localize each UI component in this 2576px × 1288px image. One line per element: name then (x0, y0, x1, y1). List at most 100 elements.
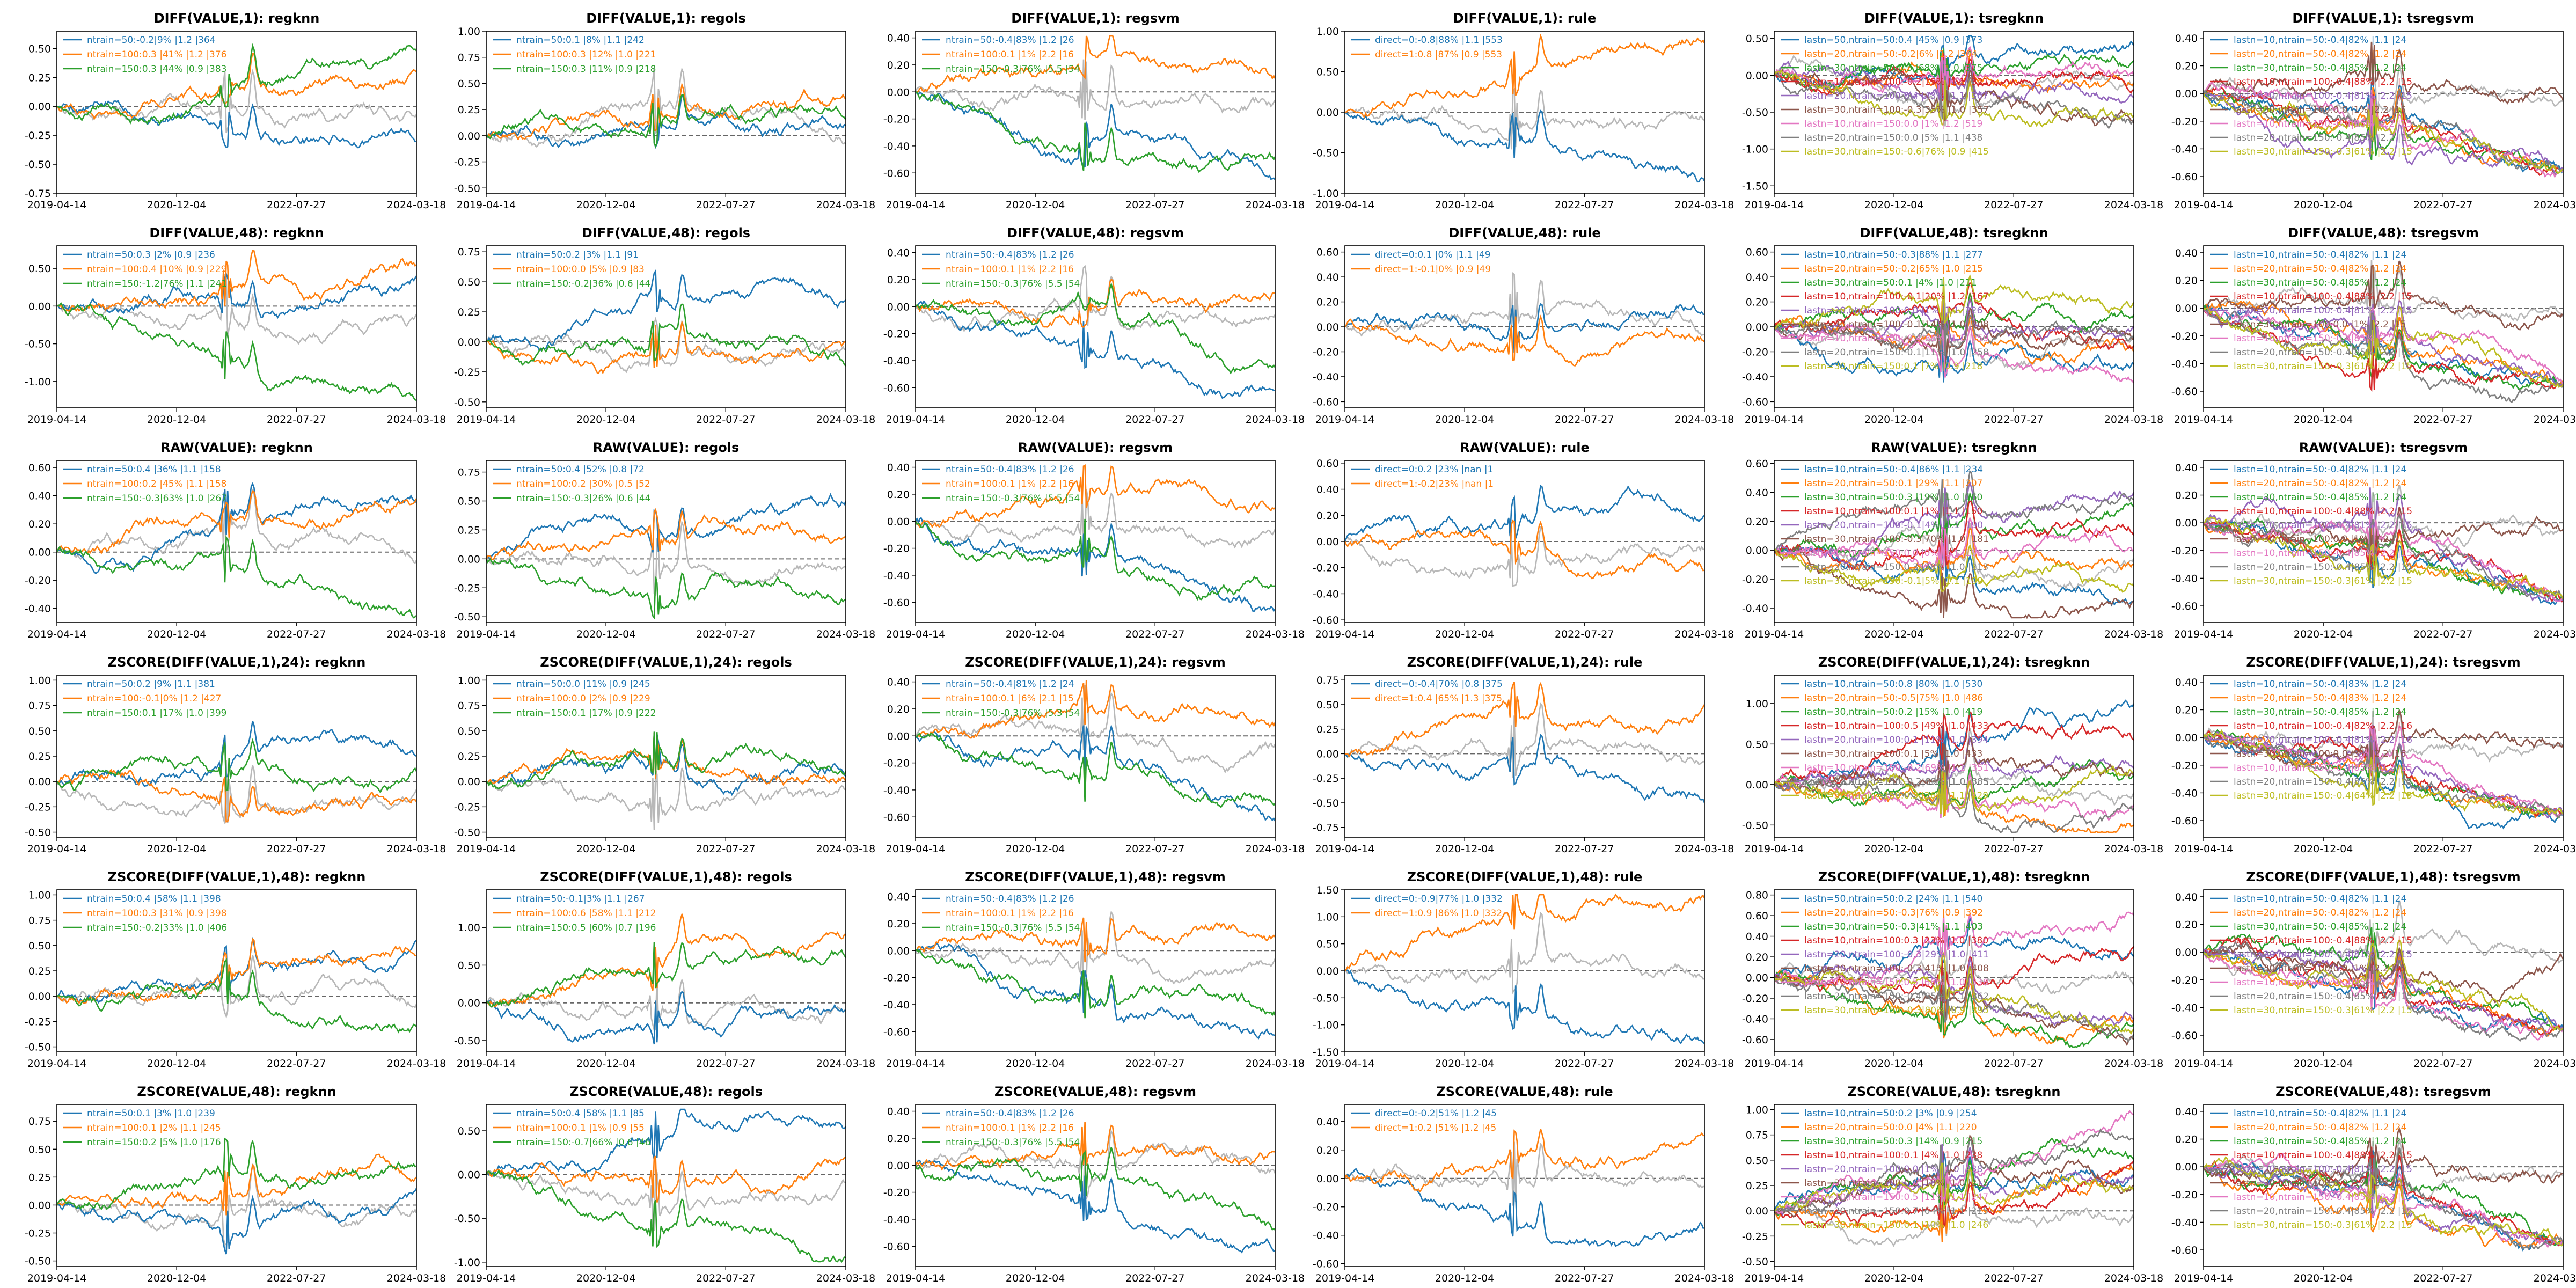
chart-panel: ZSCORE(DIFF(VALUE,1),24): rule -0.75 -0.50… (1288, 644, 1734, 859)
chart-panel: ZSCORE(DIFF(VALUE,1),48): regknn -0.50 -0.… (0, 859, 446, 1073)
series-line (57, 721, 416, 787)
x-tick-label: 2024-03-18 (2104, 628, 2163, 640)
y-tick-label: 0.00 (458, 336, 480, 348)
y-tick-label: -0.40 (883, 570, 910, 582)
legend-label: lastn=30,ntrain=150:-0.3|61% |2.2 |15 (2234, 1220, 2412, 1231)
legend: lastn=10,ntrain=50:-0.4|82% |1.1 |24 last… (2210, 1108, 2412, 1231)
series-line (2204, 87, 2563, 177)
y-tick-label: 0.00 (1316, 748, 1339, 760)
chart-title: DIFF(VALUE,1): rule (1453, 11, 1597, 26)
y-tick-label: -0.60 (1313, 396, 1339, 408)
series-line (1774, 53, 2134, 101)
legend-label: lastn=10,ntrain=150:-0.4|85% |2.2 |15 (2234, 548, 2412, 559)
series-line (2204, 1146, 2563, 1247)
chart-svg: ZSCORE(DIFF(VALUE,1),24): rule -0.75 -0.50… (1313, 655, 1734, 855)
baseline-line (916, 1129, 1275, 1199)
x-tick-label: 2019-04-14 (886, 628, 945, 640)
y-tick-label: -1.00 (1313, 1020, 1339, 1031)
legend-label: lastn=20,ntrain=150:-0.4|85% |2.2 |15 (2234, 347, 2412, 358)
x-tick-label: 2019-04-14 (2174, 843, 2233, 855)
y-tick-label: -0.40 (25, 603, 51, 615)
legend-label: lastn=20,ntrain=100:-0.1|4% |1.1 |190 (1804, 520, 1983, 531)
chart-title: ZSCORE(DIFF(VALUE,1),24): regknn (108, 655, 366, 670)
legend-label: lastn=10,ntrain=100:-0.4|88% |2.2 |15 (2234, 1150, 2412, 1161)
series-line (2204, 41, 2563, 105)
legend: lastn=50,ntrain=50:0.2 |24% |1.1 |540 las… (1781, 894, 1989, 1016)
legend-label: ntrain=100:0.1 |2% |1.1 |245 (87, 1123, 221, 1133)
series-line (1774, 546, 2134, 619)
y-tick-label: 0.25 (28, 751, 51, 763)
axes-frame (2203, 460, 2564, 623)
y-tick-label: 0.20 (1746, 952, 1768, 963)
y-tick-label: -0.40 (2171, 1002, 2198, 1014)
legend-label: lastn=20,ntrain=100:-0.4|81% |2.2 |15 (2234, 520, 2412, 531)
legend-label: lastn=30,ntrain=100:0.1 |5% |1.0 |433 (1804, 749, 1982, 759)
chart-title: RAW(VALUE): tsregknn (1871, 440, 2037, 455)
y-tick-label: 1.00 (458, 675, 480, 686)
legend-label: lastn=30,ntrain=50:-0.3|41% |1.1 |403 (1804, 921, 1983, 932)
axes-frame (1344, 675, 1705, 838)
chart-panel: DIFF(VALUE,48): regsvm -0.60 -0.40 -0.20 0.0… (859, 215, 1305, 429)
series-line (2204, 1148, 2563, 1247)
series-line (916, 732, 1275, 808)
x-tick-label: 2022-07-27 (696, 843, 755, 855)
chart-title: RAW(VALUE): regknn (160, 440, 313, 455)
series-line (1774, 759, 2134, 810)
legend: direct=0:0.2 |23% |nan |1 direct=1:-0.2|2… (1351, 464, 1494, 489)
baseline-line (2204, 484, 2563, 558)
x-tick-label: 2024-03-18 (816, 1272, 875, 1284)
x-tick-label: 2022-07-27 (1125, 843, 1184, 855)
x-tick-label: 2020-12-04 (1864, 1272, 1923, 1284)
chart-title: DIFF(VALUE,1): regols (586, 11, 745, 26)
chart-title: ZSCORE(DIFF(VALUE,1),48): regknn (108, 869, 366, 884)
y-tick-label: 0.00 (1316, 536, 1339, 548)
x-tick-label: 2019-04-14 (1745, 628, 1804, 640)
axes-frame (1774, 460, 2134, 623)
x-tick-label: 2022-07-27 (1984, 1058, 2043, 1070)
series-line (916, 299, 1275, 399)
chart-panel: RAW(VALUE): tsregsvm -0.60 -0.40 -0.20 0.00 0… (2147, 429, 2576, 644)
series-line (2204, 941, 2563, 1004)
series-line (916, 948, 1275, 1019)
y-tick-label: -0.25 (454, 801, 480, 813)
series-line (2204, 300, 2563, 389)
x-tick-label: 2022-07-27 (1555, 199, 1614, 211)
y-tick-label: 0.50 (458, 276, 480, 288)
series-line (2204, 87, 2563, 172)
y-tick-label: -0.50 (454, 1213, 480, 1225)
baseline-line (916, 265, 1275, 333)
x-tick-label: 2020-12-04 (2294, 199, 2353, 211)
chart-svg: ZSCORE(VALUE,48): regsvm -0.60 -0.40 -0.20 0… (883, 1084, 1305, 1284)
legend-label: lastn=10,ntrain=150:0.5 |11% |1.1 |247 (1804, 1192, 1988, 1203)
y-tick-label: -0.20 (25, 575, 51, 587)
baseline-line (916, 910, 1275, 987)
series-line (486, 912, 846, 1008)
chart-title: ZSCORE(DIFF(VALUE,1),48): tsregsvm (2246, 869, 2520, 884)
y-tick-label: -0.20 (1742, 993, 1768, 1005)
series-line (1774, 500, 2134, 572)
legend-label: lastn=20,ntrain=150:-0.4|85% |1.1 |362 (1804, 991, 1989, 1002)
legend-label: ntrain=100:0.3 |31% |0.9 |398 (87, 908, 226, 919)
y-tick-label: -0.50 (1313, 148, 1339, 159)
x-tick-label: 2024-03-18 (2534, 843, 2576, 855)
y-tick-label: 0.25 (28, 1172, 51, 1183)
y-tick-label: -0.20 (2171, 116, 2198, 128)
legend-label: lastn=20,ntrain=100:0.0 |1% |1.0 |238 (1804, 1164, 1982, 1175)
y-tick-label: 0.50 (458, 78, 480, 90)
legend-label: ntrain=100:-0.1|0% |1.2 |427 (87, 693, 221, 704)
x-tick-label: 2020-12-04 (576, 1272, 635, 1284)
chart-title: ZSCORE(VALUE,48): regknn (137, 1084, 336, 1099)
chart-svg: ZSCORE(VALUE,48): tsregsvm -0.60 -0.40 -0.2… (2171, 1084, 2576, 1284)
legend-label: lastn=30,ntrain=150:0.5 |26% |1.1 |429 (1804, 791, 1988, 801)
x-tick-label: 2020-12-04 (1435, 1272, 1494, 1284)
chart-title: DIFF(VALUE,1): regknn (154, 11, 320, 26)
y-tick-label: -0.50 (1313, 992, 1339, 1004)
y-tick-label: 0.00 (2175, 517, 2198, 529)
x-tick-label: 2022-07-27 (1555, 628, 1614, 640)
chart-title: DIFF(VALUE,48): regknn (149, 225, 324, 240)
y-tick-label: -0.40 (883, 141, 910, 152)
legend-label: ntrain=50:0.2 |9% |1.1 |381 (87, 679, 215, 690)
x-tick-label: 2024-03-18 (387, 843, 446, 855)
x-tick-label: 2020-12-04 (1864, 199, 1923, 211)
series-line (2204, 508, 2563, 603)
